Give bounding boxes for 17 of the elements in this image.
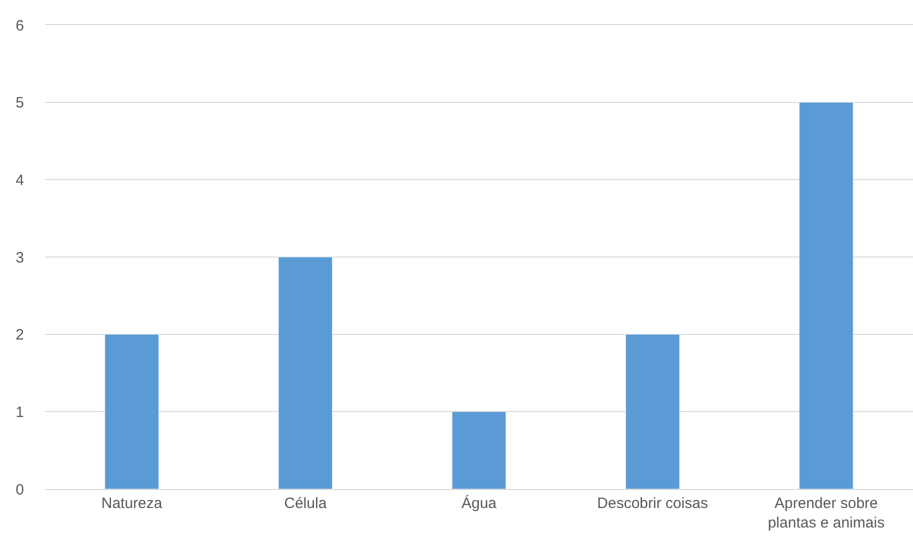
y-tick-label: 6 <box>16 17 24 34</box>
x-tick-label: Aprender sobre plantas e animais <box>768 495 885 532</box>
y-tick-label: 3 <box>16 249 24 266</box>
bar <box>104 334 159 489</box>
bar <box>799 102 854 489</box>
bar <box>452 411 506 489</box>
x-tick-label: Descobrir coisas <box>597 495 708 512</box>
x-tick-label: Célula <box>284 495 328 512</box>
bar <box>625 334 680 489</box>
x-tick-label: Natureza <box>101 495 163 512</box>
y-tick-label: 1 <box>16 404 24 421</box>
y-tick-label: 4 <box>16 172 24 189</box>
bar <box>278 256 333 489</box>
y-tick-label: 5 <box>16 94 24 112</box>
y-tick-label: 0 <box>16 481 24 498</box>
y-tick-label: 2 <box>16 326 24 344</box>
x-tick-label: Água <box>461 494 498 512</box>
